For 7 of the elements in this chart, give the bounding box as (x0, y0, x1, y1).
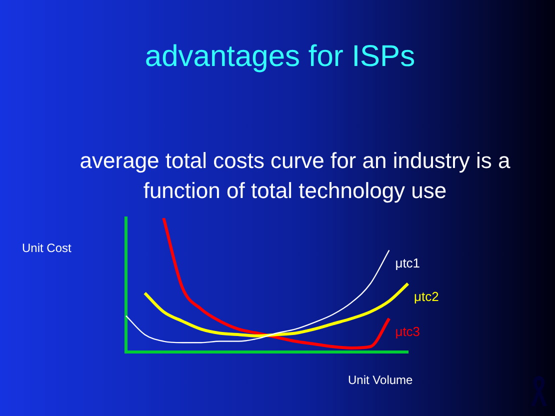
series-label: μtc2 (414, 289, 439, 304)
series-label: μtc3 (395, 324, 420, 340)
series-label: μtc1 (395, 256, 420, 271)
y-axis-title: Unit Cost (22, 241, 72, 255)
x-axis-title: Unit Volume (348, 373, 413, 387)
chart-subtitle: average total costs curve for an industry is a function of total technology use (78, 147, 512, 205)
chart-title: advantages for ISPs (144, 40, 416, 74)
